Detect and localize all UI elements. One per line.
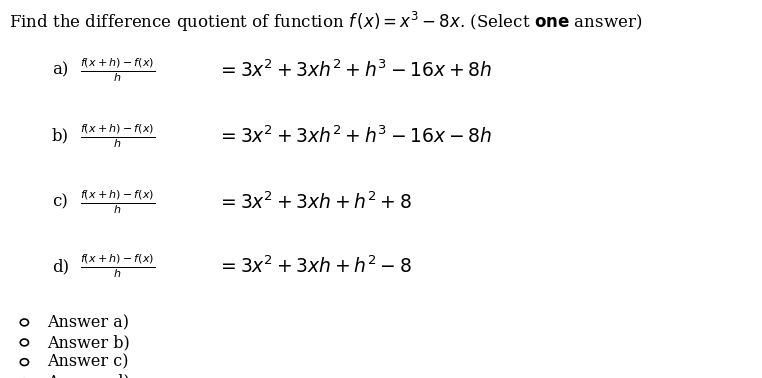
Text: c): c) — [52, 194, 68, 211]
Text: a): a) — [52, 62, 68, 78]
Text: $\frac{f(x+h)-f(x)}{h}$: $\frac{f(x+h)-f(x)}{h}$ — [80, 253, 155, 280]
Text: $= 3x^2 + 3xh + h^2 - 8$: $= 3x^2 + 3xh + h^2 - 8$ — [217, 256, 411, 277]
Text: Answer b): Answer b) — [47, 334, 130, 351]
Text: Find the difference quotient of function $f\,(x) = x^3 - 8x$. (Select $\mathbf{o: Find the difference quotient of function… — [9, 9, 642, 34]
Text: Answer a): Answer a) — [47, 314, 130, 331]
Text: b): b) — [52, 128, 69, 144]
Text: $= 3x^2 + 3xh^2 + h^3 - 16x + 8h$: $= 3x^2 + 3xh^2 + h^3 - 16x + 8h$ — [217, 59, 492, 81]
Text: Answer d): Answer d) — [47, 374, 130, 378]
Text: $= 3x^2 + 3xh^2 + h^3 - 16x - 8h$: $= 3x^2 + 3xh^2 + h^3 - 16x - 8h$ — [217, 125, 492, 147]
Text: Answer c): Answer c) — [47, 354, 129, 370]
Text: d): d) — [52, 258, 69, 275]
Text: $\frac{f(x+h)-f(x)}{h}$: $\frac{f(x+h)-f(x)}{h}$ — [80, 56, 155, 84]
Text: $\frac{f(x+h)-f(x)}{h}$: $\frac{f(x+h)-f(x)}{h}$ — [80, 188, 155, 216]
Text: $= 3x^2 + 3xh + h^2 + 8$: $= 3x^2 + 3xh + h^2 + 8$ — [217, 192, 411, 213]
Text: $\frac{f(x+h)-f(x)}{h}$: $\frac{f(x+h)-f(x)}{h}$ — [80, 122, 155, 150]
